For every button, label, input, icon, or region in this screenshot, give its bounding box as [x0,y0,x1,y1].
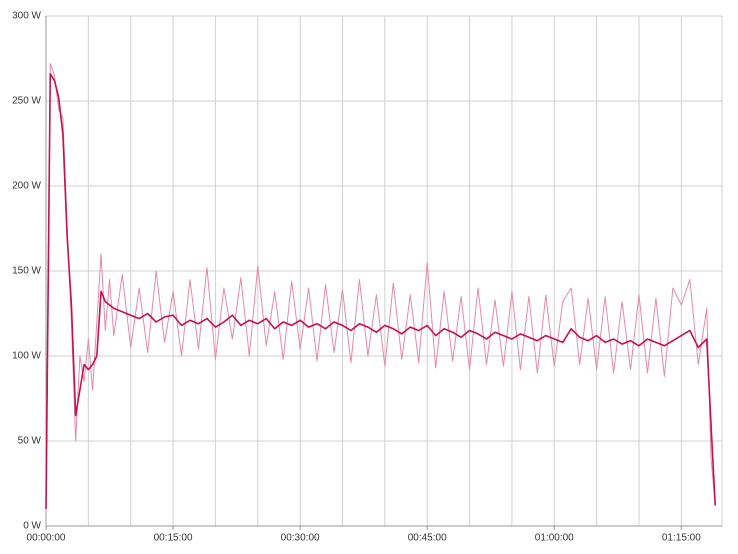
x-tick-label: 00:00:00 [27,533,66,544]
y-tick-label: 150 W [12,266,41,277]
y-tick-label: 200 W [12,181,41,192]
x-tick-label: 00:30:00 [281,533,320,544]
series-line [45,73,717,510]
y-tick-label: 250 W [12,96,41,107]
x-tick-label: 00:45:00 [408,533,447,544]
series-line [45,63,716,513]
x-tick-label: 01:00:00 [535,533,574,544]
y-tick-label: 300 W [12,11,41,22]
x-tick-label: 01:15:00 [662,533,701,544]
y-tick-label: 0 W [23,521,41,532]
y-tick-label: 100 W [12,351,41,362]
y-tick-label: 50 W [18,436,42,447]
x-tick-label: 00:15:00 [154,533,193,544]
